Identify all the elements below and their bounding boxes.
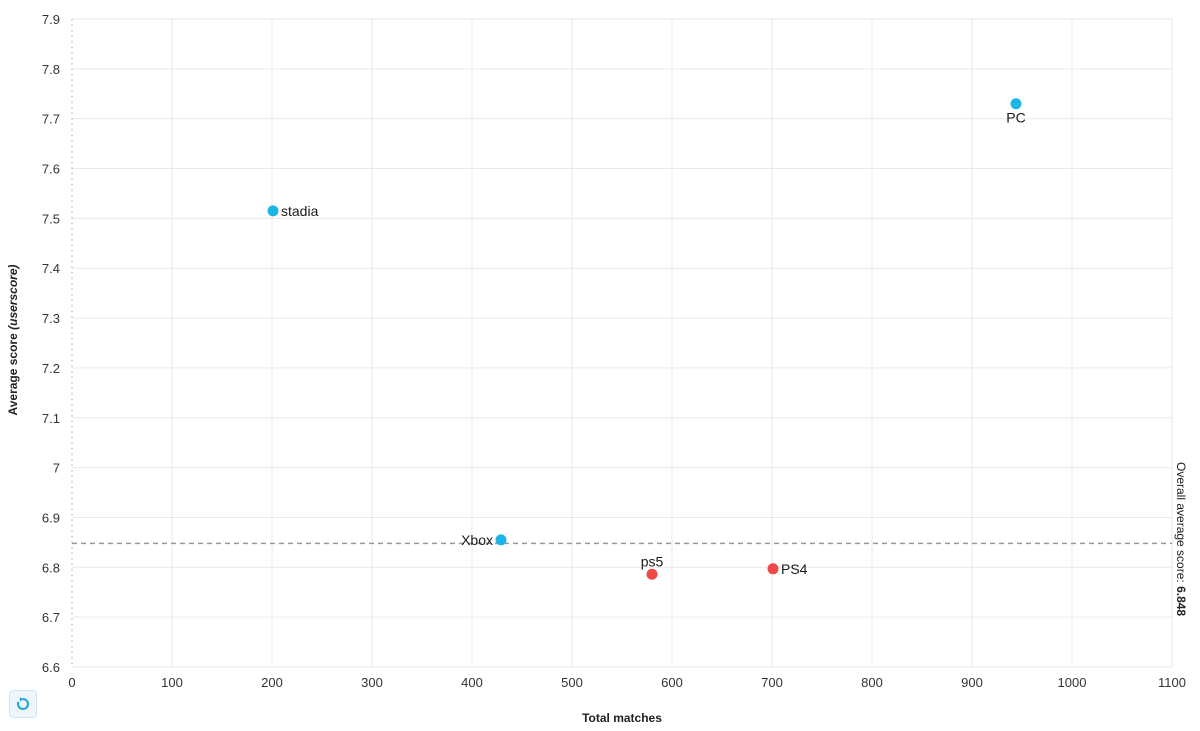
- x-tick-label: 800: [861, 675, 883, 690]
- y-axis-title: Average score (userscore): [6, 265, 20, 416]
- y-tick-label: 6.8: [42, 560, 60, 575]
- y-tick-label: 6.7: [42, 610, 60, 625]
- x-tick-label: 700: [761, 675, 783, 690]
- x-tick-label: 1000: [1058, 675, 1087, 690]
- data-point-pc[interactable]: [1010, 98, 1022, 110]
- x-tick-label: 500: [561, 675, 583, 690]
- y-axis-title-main: Average score: [6, 333, 20, 416]
- y-tick-label: 6.9: [42, 510, 60, 525]
- x-tick-label: 400: [461, 675, 483, 690]
- axis-ticks: 0 100 200 300 400 500 600 700 800 900 1000 1100 6.6 6…: [42, 12, 1186, 690]
- x-tick-label: 1100: [1158, 675, 1186, 690]
- x-tick-label: 200: [261, 675, 283, 690]
- data-point-label: ps5: [641, 553, 664, 569]
- y-axis-title-suffix: (userscore): [6, 265, 20, 330]
- y-tick-label: 7.4: [42, 261, 60, 276]
- reference-line-label-text: Overall average score:: [1174, 462, 1188, 583]
- data-point-label: Xbox: [461, 532, 493, 548]
- y-tick-label: 6.6: [42, 660, 60, 675]
- data-point-label: PS4: [781, 561, 808, 577]
- data-point-stadia[interactable]: [267, 205, 279, 217]
- data-point-ps5[interactable]: [646, 568, 658, 580]
- y-tick-label: 7.9: [42, 12, 60, 27]
- x-tick-label: 900: [961, 675, 983, 690]
- x-tick-label: 100: [161, 675, 183, 690]
- reset-zoom-icon: [17, 697, 29, 710]
- y-tick-label: 7.2: [42, 361, 60, 376]
- data-point-xbox[interactable]: [495, 534, 507, 546]
- data-point-label: stadia: [281, 203, 319, 219]
- y-tick-label: 7.3: [42, 311, 60, 326]
- x-axis-title: Total matches: [582, 711, 662, 725]
- x-tick-label: 0: [68, 675, 75, 690]
- y-tick-label: 7.6: [42, 162, 60, 177]
- y-tick-label: 7.1: [42, 411, 60, 426]
- y-tick-label: 7.7: [42, 112, 60, 127]
- reference-line-label: Overall average score: 6.848: [1174, 462, 1188, 616]
- y-tick-label: 7.8: [42, 62, 60, 77]
- x-tick-label: 300: [361, 675, 383, 690]
- data-point-label: PC: [1006, 110, 1025, 126]
- data-point-ps4[interactable]: [767, 563, 779, 575]
- reference-line-value: 6.848: [1174, 586, 1188, 616]
- x-tick-label: 600: [661, 675, 683, 690]
- data-points: stadia PC Xbox ps5 PS4: [267, 98, 1026, 580]
- y-tick-label: 7: [53, 461, 60, 476]
- grid: [71, 18, 1173, 668]
- y-tick-label: 7.5: [42, 211, 60, 226]
- reset-zoom-button[interactable]: [9, 690, 37, 718]
